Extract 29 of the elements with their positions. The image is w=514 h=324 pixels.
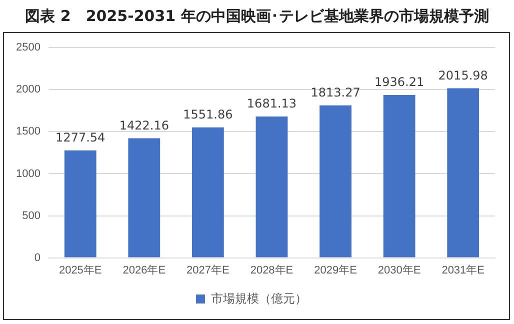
x-tick-label: 2029年E [314, 264, 357, 276]
bar [383, 95, 416, 258]
y-tick-label: 1500 [16, 126, 40, 138]
data-label: 1936.21 [374, 75, 424, 90]
y-tick-label: 500 [22, 210, 40, 222]
bar [447, 88, 480, 258]
x-tick-label: 2025年E [58, 264, 102, 276]
data-label: 2015.98 [438, 68, 488, 82]
data-label: 1277.54 [56, 130, 106, 145]
y-tick-label: 2000 [16, 84, 40, 96]
chart-title: 図表 2 2025-2031 年の中国映画･テレビ基地業界の市場規模予測 [24, 6, 490, 27]
bar [320, 105, 352, 258]
y-tick-label: 1000 [16, 168, 40, 180]
bar [128, 138, 160, 258]
x-tick-label: 2028年E [250, 264, 294, 276]
y-tick-label: 2500 [16, 42, 40, 54]
data-label: 1681.13 [246, 96, 297, 111]
data-label: 1551.86 [183, 107, 233, 122]
bar [192, 127, 224, 258]
legend-label: 市場規模（億元） [211, 291, 307, 306]
x-tick-label: 2030年E [378, 264, 421, 276]
y-tick-label: 0 [34, 252, 40, 264]
x-tick-label: 2027年E [186, 264, 230, 276]
x-tick-label: 2031年E [442, 264, 485, 276]
bar [256, 116, 288, 258]
bar [64, 150, 96, 258]
data-label: 1813.27 [310, 85, 360, 100]
x-tick-label: 2026年E [122, 264, 166, 276]
data-label: 1422.16 [119, 118, 169, 132]
